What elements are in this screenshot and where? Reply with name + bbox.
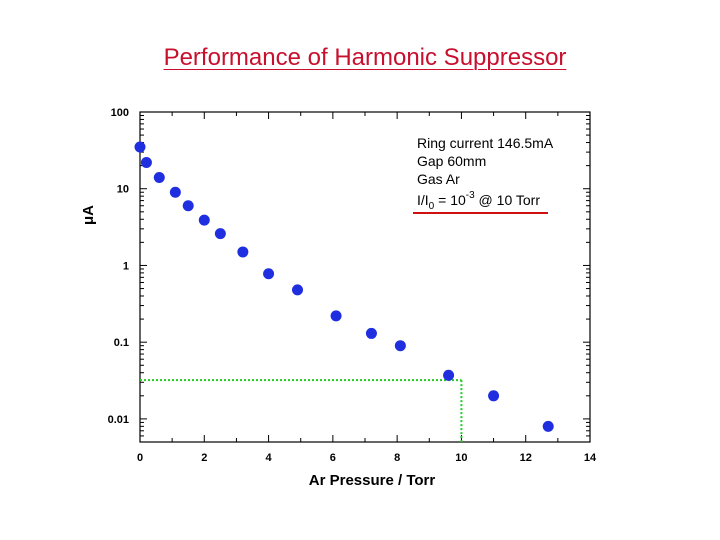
y-tick-label: 0.1 (114, 337, 129, 349)
y-tick-label: 100 (111, 107, 129, 119)
data-point (140, 156, 152, 168)
data-point (134, 141, 146, 153)
y-tick-label: 10 (117, 184, 129, 196)
data-point (198, 214, 210, 226)
x-tick-label: 10 (455, 452, 467, 464)
data-point (330, 310, 342, 322)
data-point (443, 369, 455, 381)
y-tick-label: 0.01 (108, 414, 129, 426)
chart-title: Performance of Harmonic Suppressor (163, 44, 567, 71)
data-point (542, 420, 554, 432)
data-point (488, 390, 500, 402)
x-tick-label: 8 (394, 452, 400, 464)
annotation-ring-current: Ring current 146.5mA (417, 135, 554, 151)
x-tick-label: 12 (520, 452, 532, 464)
data-point (214, 228, 226, 240)
data-point (365, 327, 377, 339)
x-axis-title: Ar Pressure / Torr (309, 472, 436, 489)
x-tick-label: 6 (330, 452, 336, 464)
x-tick-label: 4 (266, 452, 273, 464)
plot-frame (139, 111, 591, 443)
data-point (292, 284, 303, 296)
legend-annotation: Ring current 146.5mA Gap 60mm Gas Ar I/I… (413, 135, 554, 214)
data-point (237, 246, 249, 258)
y-tick-label: 1 (123, 260, 129, 272)
x-tick-label: 14 (584, 452, 597, 464)
x-tick-label: 2 (201, 452, 207, 464)
data-point (263, 268, 275, 280)
data-point (182, 200, 194, 212)
x-tick-label: 0 (137, 452, 143, 464)
data-point (169, 186, 181, 198)
y-axis-title: μA (80, 205, 97, 225)
axis-ticks: 0 2 4 6 8 10 12 14 100 10 1 0.1 0.01 (108, 107, 597, 464)
data-point (153, 172, 165, 184)
annotation-gas: Gas Ar (417, 171, 460, 187)
annotation-gap: Gap 60mm (417, 153, 486, 169)
annotation-ratio: I/I0 = 10-3 @ 10 Torr (417, 190, 540, 212)
guide-lines (140, 379, 463, 442)
data-point (394, 340, 406, 352)
data-points (134, 141, 554, 432)
